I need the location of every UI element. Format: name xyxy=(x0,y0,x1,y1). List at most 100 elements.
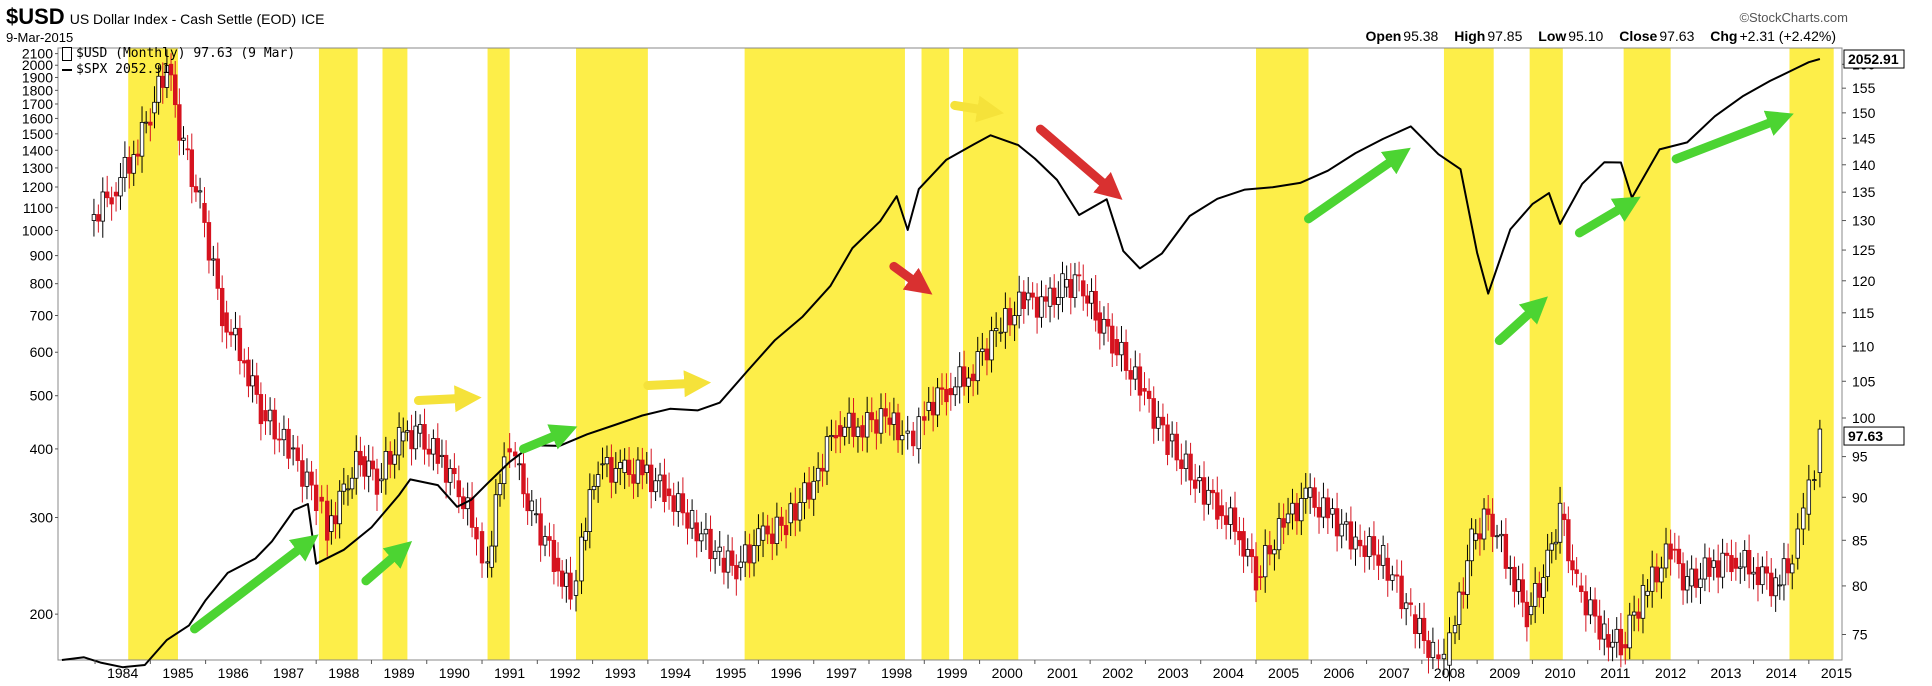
candle-body xyxy=(1503,533,1509,569)
candle-body xyxy=(1012,315,1017,326)
candle-body xyxy=(443,454,449,483)
candle-body xyxy=(694,522,699,542)
candle-body xyxy=(263,410,268,422)
candle-body xyxy=(944,388,949,403)
x-tick-label: 1991 xyxy=(494,665,525,681)
legend-spx-label: $SPX 2052.91 xyxy=(76,62,170,77)
candle-body xyxy=(1101,318,1107,334)
candle-body xyxy=(878,408,884,434)
right-tick-label: 100 xyxy=(1852,410,1876,426)
x-tick-label: 1988 xyxy=(328,665,359,681)
candle-body xyxy=(1237,531,1242,541)
candle-body xyxy=(1592,599,1598,617)
candle-body xyxy=(1249,549,1255,558)
candle-body xyxy=(1146,390,1152,399)
candle-body xyxy=(685,512,690,529)
left-tick-label: 900 xyxy=(30,248,54,264)
left-tick-label: 1100 xyxy=(23,200,53,216)
usd-candles xyxy=(91,49,1823,682)
open-value: 95.38 xyxy=(1403,28,1439,44)
legend: $USD (Monthly) 97.63 (9 Mar) $SPX 2052.9… xyxy=(62,46,295,78)
low-value: 95.10 xyxy=(1568,28,1604,44)
candle-body xyxy=(521,463,526,495)
line-icon xyxy=(62,69,72,71)
x-tick-label: 2010 xyxy=(1544,665,1575,681)
candle-body xyxy=(751,545,757,564)
x-tick-label: 1986 xyxy=(218,665,249,681)
green-arrow xyxy=(190,534,319,634)
candle-body xyxy=(1228,507,1233,525)
candle-body xyxy=(1321,497,1326,518)
candle-body xyxy=(456,480,462,498)
candle-body xyxy=(935,387,940,416)
candle-body xyxy=(874,419,879,434)
candle-body xyxy=(1123,341,1129,371)
candle-body xyxy=(1408,602,1413,605)
candle-body xyxy=(1512,566,1517,592)
plot-border xyxy=(57,47,1843,661)
candle-body xyxy=(1553,541,1559,545)
candle-body xyxy=(547,536,552,541)
candle-body xyxy=(783,525,789,536)
candle-body xyxy=(587,489,593,532)
candle-body xyxy=(1344,521,1349,525)
candle-body xyxy=(219,287,225,327)
x-tick-label: 1992 xyxy=(549,665,580,681)
candle-body xyxy=(1223,515,1229,525)
candle-body xyxy=(930,401,936,416)
candle-body xyxy=(272,409,277,440)
close-value: 97.63 xyxy=(1659,28,1695,44)
candle-body xyxy=(1746,549,1752,575)
candle-body xyxy=(708,528,713,560)
copyright-label[interactable]: ©StockCharts.com xyxy=(1739,10,1848,25)
green-arrow xyxy=(1304,147,1411,224)
x-tick-label: 1999 xyxy=(936,665,967,681)
candle-body xyxy=(319,496,324,502)
left-tick-label: 1800 xyxy=(22,82,53,98)
candle-body xyxy=(1016,291,1022,316)
candle-body xyxy=(1645,590,1650,596)
candle-body xyxy=(1640,585,1646,619)
candle-body xyxy=(538,513,543,546)
candle-body xyxy=(1290,502,1295,515)
candle-body xyxy=(703,528,709,535)
candle-body xyxy=(916,416,921,450)
candle-body xyxy=(337,490,342,525)
x-tick-label: 1987 xyxy=(273,665,304,681)
candle-body xyxy=(770,533,775,544)
candle-body xyxy=(168,63,174,76)
x-tick-label: 2004 xyxy=(1213,665,1244,681)
candle-body xyxy=(228,331,234,336)
candle-body xyxy=(644,464,649,474)
x-tick-label: 2015 xyxy=(1821,665,1852,681)
candle-body xyxy=(1403,602,1409,610)
candle-body xyxy=(1557,502,1563,543)
chart-header: $USD US Dollar Index - Cash Settle (EOD)… xyxy=(0,0,1932,60)
yellow-arrow xyxy=(950,95,1004,123)
candle-body xyxy=(1160,416,1166,426)
candle-body xyxy=(1698,578,1703,588)
candle-body xyxy=(1636,611,1641,619)
candle-body xyxy=(118,177,123,197)
candle-body xyxy=(662,474,667,502)
candle-body xyxy=(1043,296,1049,302)
candle-body xyxy=(1052,287,1057,305)
candle-icon xyxy=(62,47,72,61)
usd-last-badge-box xyxy=(1843,426,1905,446)
candle-body xyxy=(1348,521,1354,550)
candle-body xyxy=(939,387,945,390)
candle-body xyxy=(1680,563,1686,591)
candle-body xyxy=(855,426,861,437)
candle-body xyxy=(1627,614,1632,649)
candle-body xyxy=(1339,523,1344,537)
chg-value: +2.31 (+2.42%) xyxy=(1739,28,1836,44)
candle-body xyxy=(122,156,128,178)
candle-body xyxy=(1537,583,1542,598)
candle-body xyxy=(1114,339,1120,356)
candle-body xyxy=(648,464,654,493)
candle-body xyxy=(1485,508,1491,515)
candle-body xyxy=(286,428,291,459)
candle-body xyxy=(1685,576,1690,591)
candle-body xyxy=(237,327,243,362)
